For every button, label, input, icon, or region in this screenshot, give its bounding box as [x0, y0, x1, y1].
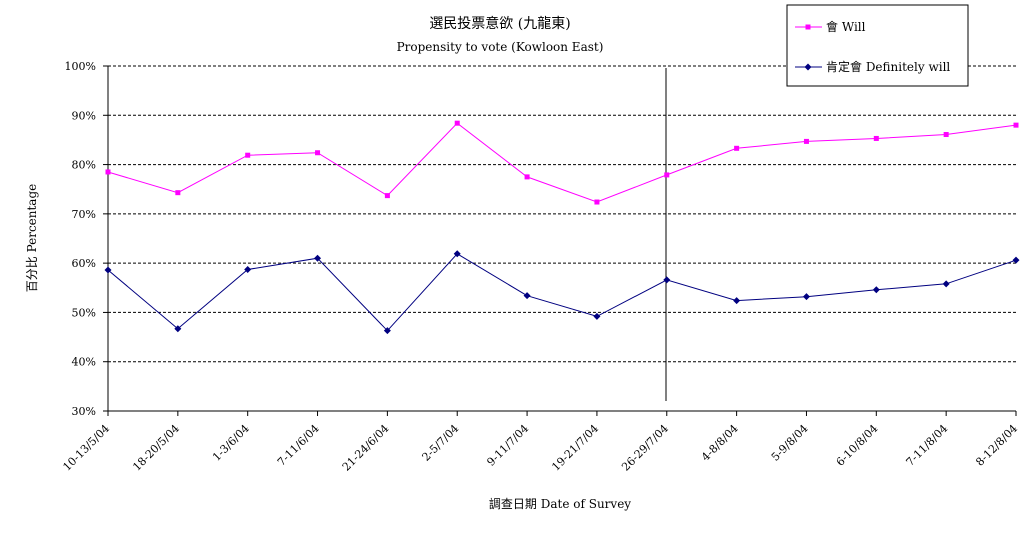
x-tick-label: 4-8/8/04 — [699, 422, 741, 464]
data-point — [1012, 256, 1020, 264]
axes — [107, 66, 1016, 412]
x-tick-label: 7-11/6/04 — [275, 422, 322, 469]
legend-marker-will — [805, 24, 811, 30]
y-tick-label: 30% — [72, 405, 96, 418]
y-tick-label: 80% — [72, 159, 96, 172]
legend-label-definitely-will: 肯定會 Definitely will — [826, 59, 950, 74]
data-point — [803, 138, 809, 144]
data-point — [105, 169, 111, 175]
data-point — [104, 266, 112, 274]
series-2 — [104, 250, 1020, 335]
data-point — [174, 325, 182, 333]
chart-title: 選民投票意欲 (九龍東) — [429, 15, 570, 32]
y-tick-label: 40% — [72, 356, 96, 369]
x-tick-label: 2-5/7/04 — [420, 422, 462, 464]
y-tick-label: 90% — [72, 109, 96, 122]
data-point — [664, 172, 670, 178]
series-group — [104, 120, 1020, 335]
x-tick-label: 6-10/8/04 — [834, 422, 881, 469]
data-point — [873, 135, 879, 141]
data-point — [245, 152, 251, 158]
data-point — [384, 193, 390, 199]
data-point — [943, 132, 949, 138]
data-point — [872, 286, 880, 294]
x-tick-label: 26-29/7/04 — [619, 422, 671, 474]
data-point — [523, 292, 531, 300]
series-line — [107, 122, 1017, 203]
y-axis-title: 百分比 Percentage — [25, 184, 39, 293]
data-point — [315, 150, 321, 156]
data-point — [734, 145, 740, 151]
data-point — [383, 327, 391, 335]
series-line — [107, 253, 1017, 332]
data-point — [593, 312, 601, 320]
chart-subtitle: Propensity to vote (Kowloon East) — [397, 40, 604, 54]
data-point — [942, 280, 950, 288]
x-tick-label: 19-21/7/04 — [549, 422, 601, 474]
data-point — [733, 297, 741, 305]
y-tick-label: 60% — [72, 257, 96, 270]
x-tick-label: 18-20/5/04 — [130, 422, 182, 474]
y-tick-labels: 30% 40% 50% 60% 70% 80% 90% 100% — [65, 60, 108, 418]
legend: 會 Will 肯定會 Definitely will — [786, 4, 969, 87]
data-point — [524, 174, 530, 180]
x-tick-label: 9-11/7/04 — [484, 422, 531, 469]
data-point — [454, 120, 460, 126]
data-point — [175, 190, 181, 196]
y-tick-label: 100% — [65, 60, 96, 73]
data-point — [1013, 122, 1019, 128]
legend-box — [786, 4, 969, 87]
x-tick-label: 21-24/6/04 — [340, 422, 392, 474]
x-tick-label: 5-9/8/04 — [769, 422, 811, 464]
legend-marker-definitely-will — [804, 63, 812, 71]
legend-label-will: 會 Will — [826, 20, 866, 34]
x-tick-label: 1-3/6/04 — [210, 422, 252, 464]
data-point — [314, 254, 322, 262]
data-point — [453, 250, 461, 258]
gridlines — [108, 65, 1016, 363]
x-axis-title: 調查日期 Date of Survey — [489, 497, 631, 511]
data-point — [802, 293, 810, 301]
series-1 — [105, 120, 1019, 205]
x-tick-label: 7-11/8/04 — [904, 422, 951, 469]
data-point — [244, 266, 252, 274]
y-tick-label: 50% — [72, 306, 96, 319]
x-tick-labels: 10-13/5/04 18-20/5/04 1-3/6/04 7-11/6/04 21-… — [60, 411, 1020, 474]
x-tick-label: 8-12/8/04 — [973, 422, 1020, 469]
data-point — [663, 276, 671, 284]
x-tick-label: 10-13/5/04 — [60, 422, 112, 474]
y-tick-label: 70% — [72, 208, 96, 221]
data-point — [594, 199, 600, 205]
